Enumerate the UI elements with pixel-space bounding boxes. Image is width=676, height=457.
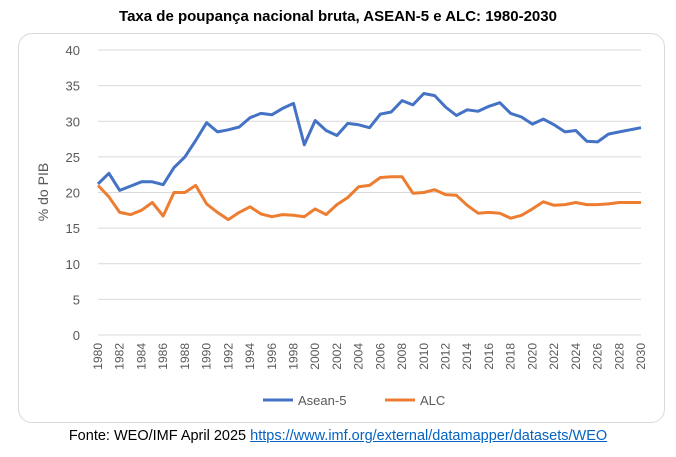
series-line-alc <box>96 175 641 222</box>
x-tick-label: 2028 <box>612 343 626 370</box>
y-tick-label: 30 <box>66 114 80 129</box>
x-tick-label: 1992 <box>221 343 235 370</box>
x-tick-label: 2012 <box>439 343 453 370</box>
x-tick-label: 2000 <box>308 343 322 370</box>
x-tick-label: 1994 <box>243 343 257 370</box>
x-tick-label: 1984 <box>134 343 148 370</box>
x-tick-label: 1980 <box>91 343 105 370</box>
source-text: Fonte: WEO/IMF April 2025 <box>68 428 251 444</box>
chart-title: Taxa de poupança nacional bruta, ASEAN-5… <box>119 8 557 25</box>
x-tick-label: 2030 <box>634 343 648 370</box>
x-tick-label: 2004 <box>352 343 366 370</box>
y-tick-label: 10 <box>66 257 80 272</box>
source-footer: Fonte: WEO/IMF April 2025 https://www.im… <box>0 428 676 444</box>
x-tick-label: 2026 <box>591 343 605 370</box>
x-tick-label: 2022 <box>547 343 561 370</box>
x-tick-label: 2008 <box>395 343 409 370</box>
x-tick-label: 1996 <box>265 343 279 370</box>
legend-label: ALC <box>420 393 445 408</box>
x-tick-label: 1982 <box>113 343 127 370</box>
x-tick-label: 2020 <box>525 343 539 370</box>
y-tick-label: 0 <box>73 328 80 343</box>
y-tick-label: 20 <box>66 186 80 201</box>
x-tick-label: 2018 <box>504 343 518 370</box>
x-tick-label: 2002 <box>330 343 344 370</box>
x-tick-label: 2014 <box>460 343 474 370</box>
y-tick-label: 35 <box>66 79 80 94</box>
x-tick-label: 2010 <box>417 343 431 370</box>
chart-frame <box>18 33 665 423</box>
x-tick-label: 2016 <box>482 343 496 370</box>
y-tick-label: 15 <box>66 221 80 236</box>
source-link[interactable]: https://www.imf.org/external/datamapper/… <box>250 428 608 444</box>
legend-label: Asean-5 <box>298 393 346 408</box>
series-line-asean-5 <box>96 92 642 192</box>
y-axis-label: % do PIB <box>35 163 51 221</box>
x-tick-label: 2006 <box>373 343 387 370</box>
y-tick-label: 5 <box>73 292 80 307</box>
x-tick-label: 1986 <box>156 343 170 370</box>
y-tick-label: 40 <box>66 43 80 58</box>
x-tick-label: 1998 <box>286 343 300 370</box>
x-tick-label: 1990 <box>200 343 214 370</box>
y-tick-label: 25 <box>66 150 80 165</box>
x-tick-label: 1988 <box>178 343 192 370</box>
x-tick-label: 2024 <box>569 343 583 370</box>
